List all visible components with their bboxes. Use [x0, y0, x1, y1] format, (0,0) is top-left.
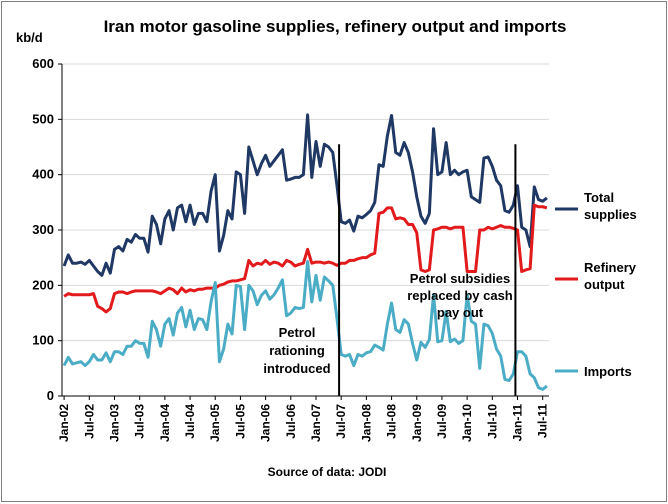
x-tick-label: Jan-06 — [259, 404, 273, 442]
x-tick-label: Jul-06 — [284, 404, 298, 439]
grid-layer — [62, 63, 549, 342]
series-layer — [62, 113, 548, 391]
x-tick-label: Jan-11 — [511, 404, 525, 442]
y-tick-label: 400 — [32, 167, 54, 182]
source-note: Source of data: JODI — [268, 465, 387, 479]
series-line-total-supplies — [62, 113, 548, 277]
x-tick-label: Jan-03 — [107, 404, 121, 442]
legend-layer: Total supplies Refinery output Imports — [555, 190, 637, 379]
event-annotation: rationing — [269, 343, 325, 358]
x-tick-label: Jul-04 — [183, 404, 197, 439]
y-tick-label: 300 — [32, 222, 54, 237]
series-line-refinery-output — [63, 203, 548, 314]
y-tick-label: 0 — [47, 388, 54, 403]
event-annotation: Petrol subsidies — [410, 271, 510, 286]
x-tick-label: Jan-04 — [158, 404, 172, 442]
x-tick-label: Jul-03 — [133, 404, 147, 439]
legend-label: Imports — [584, 364, 632, 379]
x-tick-label: Jul-02 — [82, 404, 96, 439]
x-tick-label: Jul-11 — [536, 404, 550, 438]
x-tick-label: Jan-09 — [410, 404, 424, 442]
x-tick-label: Jan-02 — [57, 404, 71, 442]
event-annotation: replaced by cash — [407, 288, 513, 303]
x-tick-label: Jul-08 — [385, 404, 399, 439]
x-tick-label: Jan-05 — [208, 404, 222, 442]
series-line-imports — [62, 260, 548, 391]
y-tick-label: 200 — [32, 277, 54, 292]
chart-title: Iran motor gasoline supplies, refinery o… — [104, 17, 567, 36]
legend-label: Total supplies — [584, 190, 637, 222]
x-tick-label: Jan-08 — [359, 404, 373, 442]
marker-layer: Petrol rationing introduced Petrol subsidie… — [263, 144, 517, 396]
y-tick-label: 600 — [32, 56, 54, 71]
legend-label: Refinery output — [584, 260, 637, 292]
event-annotation: Petrol — [279, 325, 316, 340]
x-tick-label: Jan-07 — [309, 404, 323, 442]
axis-layer: 0 100 200 300 400 500 600 Jan-02 Jul-02 Jan-03 Jul… — [32, 56, 549, 442]
x-tick-label: Jul-05 — [233, 404, 247, 439]
x-tick-label: Jul-10 — [485, 404, 499, 439]
event-annotation: introduced — [263, 361, 330, 376]
event-annotation: pay out — [437, 305, 484, 320]
x-tick-label: Jul-07 — [334, 404, 348, 439]
x-tick-label: Jul-09 — [435, 404, 449, 439]
y-tick-label: 500 — [32, 111, 54, 126]
y-tick-label: 100 — [32, 333, 54, 348]
y-axis-unit: kb/d — [16, 30, 43, 45]
x-tick-label: Jan-10 — [460, 404, 474, 442]
